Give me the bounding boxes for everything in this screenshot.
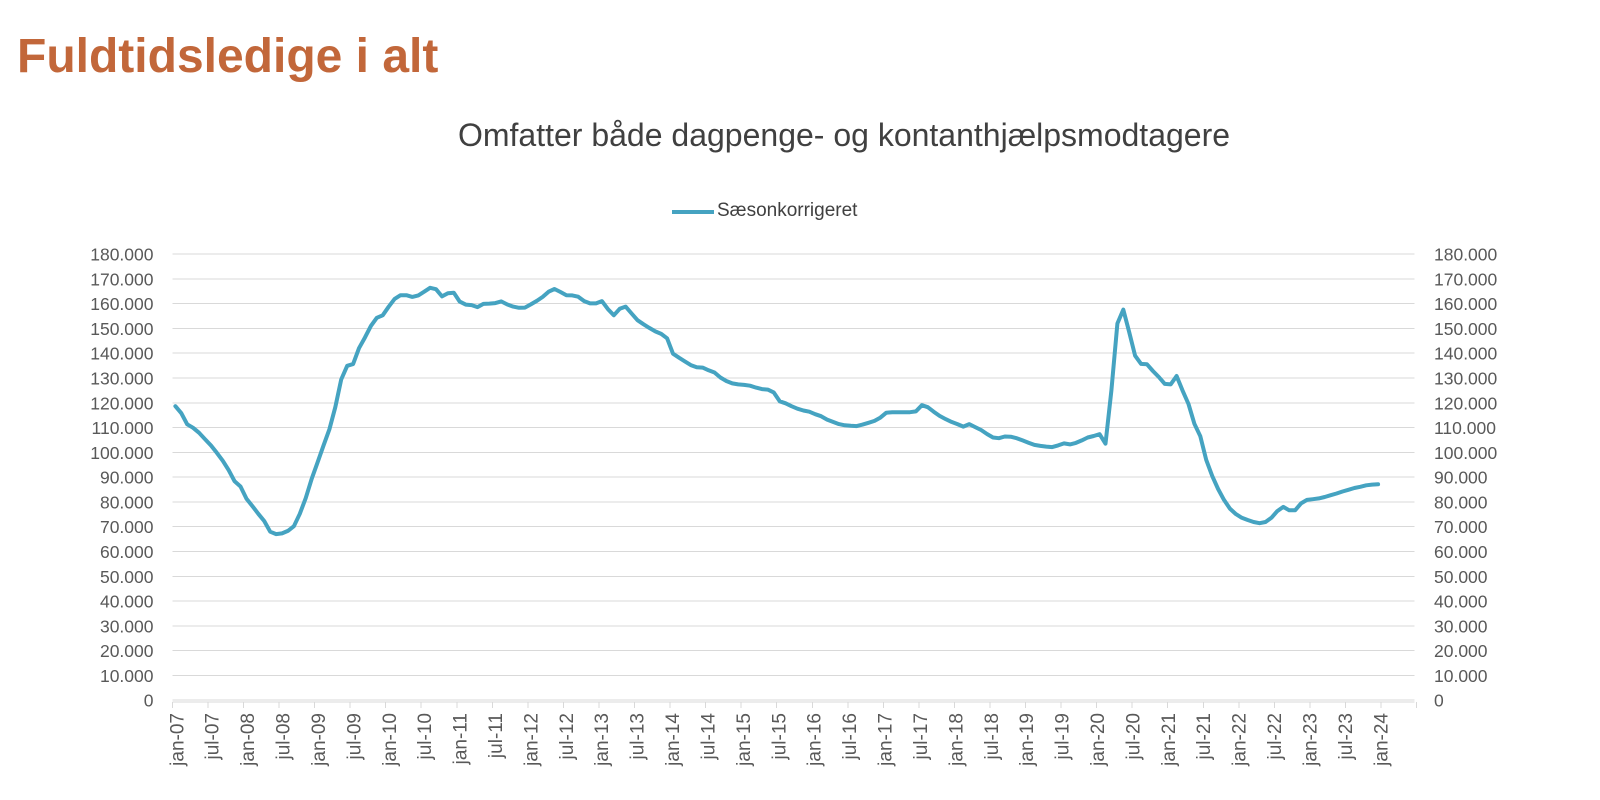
svg-text:jul-12: jul-12 — [557, 713, 578, 760]
svg-text:jan-11: jan-11 — [451, 713, 472, 765]
svg-text:110.000: 110.000 — [1434, 418, 1496, 438]
svg-text:160.000: 160.000 — [1434, 294, 1498, 314]
svg-text:10.000: 10.000 — [100, 666, 154, 686]
svg-text:jul-07: jul-07 — [203, 713, 224, 760]
svg-text:jan-14: jan-14 — [663, 713, 684, 767]
svg-text:jul-22: jul-22 — [1265, 713, 1286, 760]
svg-text:150.000: 150.000 — [90, 319, 154, 339]
svg-text:110.000: 110.000 — [92, 418, 154, 438]
svg-text:jan-24: jan-24 — [1371, 713, 1392, 767]
svg-text:80.000: 80.000 — [1434, 492, 1488, 512]
svg-text:jul-08: jul-08 — [274, 713, 295, 760]
svg-text:jul-15: jul-15 — [769, 713, 790, 760]
svg-text:20.000: 20.000 — [100, 641, 154, 661]
svg-text:jan-21: jan-21 — [1159, 713, 1180, 767]
svg-text:140.000: 140.000 — [1434, 344, 1498, 364]
svg-text:jan-22: jan-22 — [1230, 713, 1251, 767]
svg-text:jan-23: jan-23 — [1301, 713, 1322, 767]
svg-text:70.000: 70.000 — [1434, 517, 1488, 537]
svg-text:120.000: 120.000 — [1434, 393, 1498, 413]
svg-text:0: 0 — [144, 691, 154, 711]
svg-text:jan-16: jan-16 — [805, 713, 826, 767]
svg-text:120.000: 120.000 — [90, 393, 154, 413]
svg-text:130.000: 130.000 — [1434, 369, 1498, 389]
svg-text:150.000: 150.000 — [1434, 319, 1498, 339]
svg-text:140.000: 140.000 — [90, 344, 154, 364]
svg-text:jul-13: jul-13 — [628, 713, 649, 760]
svg-text:170.000: 170.000 — [1434, 269, 1498, 289]
svg-text:40.000: 40.000 — [100, 592, 154, 612]
svg-text:80.000: 80.000 — [100, 492, 154, 512]
svg-text:jul-09: jul-09 — [344, 713, 365, 760]
svg-text:60.000: 60.000 — [1434, 542, 1488, 562]
svg-text:160.000: 160.000 — [90, 294, 154, 314]
svg-text:90.000: 90.000 — [100, 468, 154, 488]
svg-text:jan-19: jan-19 — [1017, 713, 1038, 767]
svg-text:jul-20: jul-20 — [1123, 713, 1144, 760]
svg-text:90.000: 90.000 — [1434, 468, 1488, 488]
svg-text:jan-13: jan-13 — [592, 713, 613, 767]
svg-text:40.000: 40.000 — [1434, 592, 1488, 612]
svg-text:jul-21: jul-21 — [1194, 713, 1215, 760]
svg-text:jan-20: jan-20 — [1088, 713, 1109, 767]
svg-text:10.000: 10.000 — [1434, 666, 1488, 686]
svg-text:jul-16: jul-16 — [840, 713, 861, 760]
svg-text:180.000: 180.000 — [90, 245, 154, 265]
svg-text:30.000: 30.000 — [100, 616, 154, 636]
svg-text:jul-18: jul-18 — [982, 713, 1003, 760]
svg-text:30.000: 30.000 — [1434, 616, 1488, 636]
svg-text:0: 0 — [1434, 691, 1444, 711]
svg-text:jul-23: jul-23 — [1336, 713, 1357, 760]
svg-text:50.000: 50.000 — [1434, 567, 1488, 587]
svg-text:20.000: 20.000 — [1434, 641, 1488, 661]
svg-text:100.000: 100.000 — [1434, 443, 1498, 463]
svg-text:jan-17: jan-17 — [876, 713, 897, 767]
svg-text:jul-19: jul-19 — [1053, 713, 1074, 760]
svg-text:jan-08: jan-08 — [238, 713, 259, 767]
svg-text:jan-15: jan-15 — [734, 713, 755, 767]
svg-text:jul-10: jul-10 — [415, 713, 436, 760]
svg-text:jan-07: jan-07 — [167, 713, 188, 767]
svg-text:130.000: 130.000 — [90, 369, 154, 389]
svg-text:jul-14: jul-14 — [699, 713, 720, 761]
svg-text:180.000: 180.000 — [1434, 245, 1498, 265]
svg-text:jan-10: jan-10 — [380, 713, 401, 767]
svg-text:jan-09: jan-09 — [309, 713, 330, 767]
svg-text:100.000: 100.000 — [90, 443, 154, 463]
svg-text:jan-18: jan-18 — [946, 713, 967, 767]
svg-text:50.000: 50.000 — [100, 567, 154, 587]
svg-text:jul-17: jul-17 — [911, 713, 932, 760]
svg-text:jul-11: jul-11 — [486, 713, 507, 759]
svg-text:jan-12: jan-12 — [521, 713, 542, 767]
svg-text:60.000: 60.000 — [100, 542, 154, 562]
svg-text:170.000: 170.000 — [90, 269, 154, 289]
svg-text:70.000: 70.000 — [100, 517, 154, 537]
